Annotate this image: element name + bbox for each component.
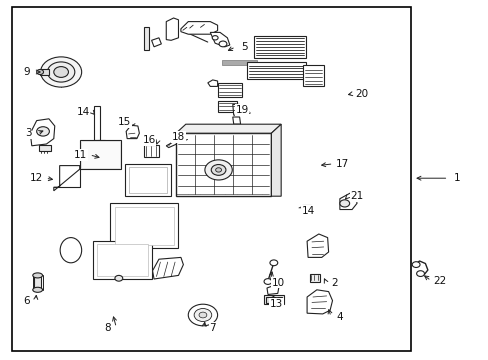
Bar <box>97 244 147 276</box>
Circle shape <box>37 69 43 75</box>
Bar <box>80 140 121 169</box>
Polygon shape <box>271 124 281 196</box>
Polygon shape <box>166 18 178 40</box>
Ellipse shape <box>41 57 81 87</box>
Text: 3: 3 <box>25 128 32 138</box>
Polygon shape <box>126 125 139 139</box>
Circle shape <box>264 279 271 284</box>
Bar <box>81 141 120 168</box>
Text: 9: 9 <box>23 67 30 77</box>
Polygon shape <box>30 119 55 146</box>
Circle shape <box>204 160 232 180</box>
Bar <box>301 205 311 213</box>
Text: 8: 8 <box>104 323 111 333</box>
Bar <box>110 203 178 248</box>
Bar <box>176 133 271 196</box>
Polygon shape <box>98 140 105 148</box>
Text: 20: 20 <box>355 89 367 99</box>
Circle shape <box>219 41 226 47</box>
Text: 17: 17 <box>335 159 348 169</box>
Circle shape <box>37 127 49 136</box>
Text: 16: 16 <box>142 135 156 145</box>
Polygon shape <box>210 32 229 47</box>
Circle shape <box>54 67 68 77</box>
Circle shape <box>211 165 225 175</box>
Bar <box>144 27 148 50</box>
Text: 14: 14 <box>76 107 90 117</box>
Polygon shape <box>306 290 332 314</box>
Text: 2: 2 <box>331 278 338 288</box>
Text: 11: 11 <box>74 150 87 160</box>
Polygon shape <box>207 80 217 86</box>
Text: 13: 13 <box>269 299 283 309</box>
Circle shape <box>339 200 349 207</box>
Text: 7: 7 <box>209 323 216 333</box>
Circle shape <box>199 312 206 318</box>
Bar <box>309 274 320 282</box>
Bar <box>94 106 100 140</box>
Text: 19: 19 <box>235 105 248 115</box>
Bar <box>254 36 305 58</box>
Bar <box>277 297 281 303</box>
Circle shape <box>269 260 277 266</box>
Bar <box>128 167 167 193</box>
Bar <box>246 62 305 79</box>
Circle shape <box>194 309 211 321</box>
Bar <box>303 65 323 86</box>
Polygon shape <box>152 257 183 279</box>
Bar <box>217 83 242 97</box>
Circle shape <box>115 275 122 281</box>
Text: 5: 5 <box>241 42 247 52</box>
Circle shape <box>215 168 221 172</box>
Ellipse shape <box>33 273 42 278</box>
Bar <box>265 297 269 303</box>
Text: 15: 15 <box>118 117 131 127</box>
Bar <box>93 241 151 279</box>
Polygon shape <box>232 117 240 124</box>
Bar <box>34 275 41 290</box>
Polygon shape <box>232 104 240 115</box>
Text: 14: 14 <box>301 206 314 216</box>
Polygon shape <box>266 285 278 294</box>
Bar <box>217 101 237 112</box>
Circle shape <box>212 36 218 40</box>
Text: 21: 21 <box>349 191 363 201</box>
Circle shape <box>188 304 217 326</box>
Bar <box>124 164 171 196</box>
Text: 1: 1 <box>453 173 460 183</box>
Polygon shape <box>166 130 205 148</box>
Bar <box>12 7 410 351</box>
Text: 22: 22 <box>432 276 446 286</box>
Text: 12: 12 <box>30 173 43 183</box>
Bar <box>39 145 51 151</box>
Circle shape <box>47 62 75 82</box>
Text: 18: 18 <box>171 132 185 142</box>
Text: 10: 10 <box>272 278 285 288</box>
Ellipse shape <box>33 287 42 292</box>
Polygon shape <box>151 38 161 47</box>
Ellipse shape <box>60 238 81 263</box>
Circle shape <box>411 262 419 267</box>
Text: 4: 4 <box>336 312 343 322</box>
Bar <box>144 145 159 157</box>
Bar <box>271 297 275 303</box>
Polygon shape <box>339 193 356 210</box>
Polygon shape <box>176 124 281 133</box>
Circle shape <box>416 271 424 276</box>
Polygon shape <box>181 22 217 34</box>
Bar <box>264 295 283 304</box>
Bar <box>40 69 49 75</box>
Bar <box>115 207 173 245</box>
Text: 6: 6 <box>23 296 30 306</box>
Polygon shape <box>306 234 328 257</box>
Bar <box>222 60 256 65</box>
Polygon shape <box>54 166 80 191</box>
